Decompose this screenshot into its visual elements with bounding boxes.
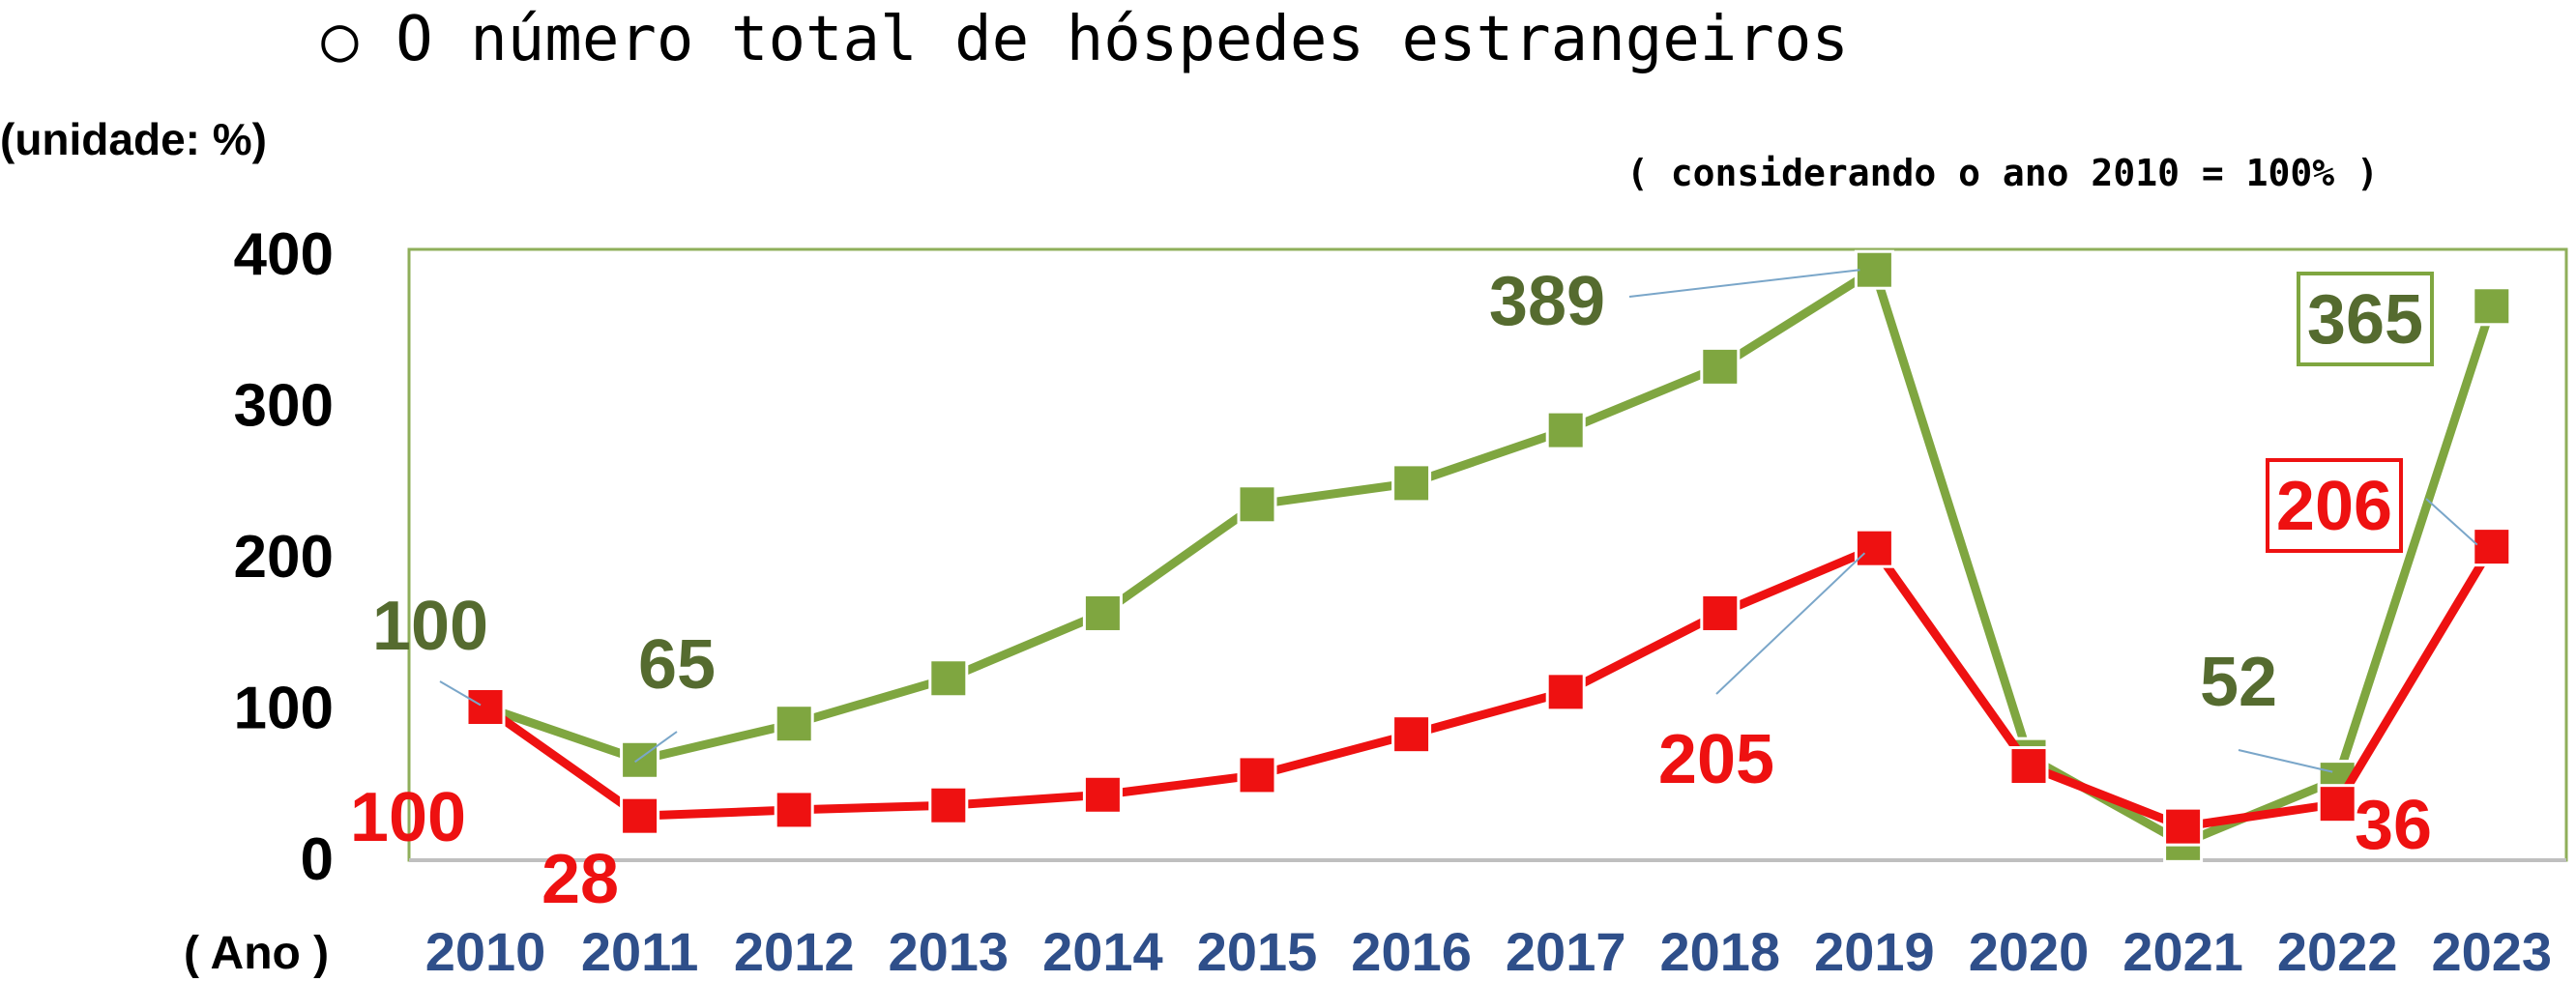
data-label: 206 (2276, 468, 2392, 545)
data-point-marker (1854, 249, 1894, 290)
data-label: 52 (2200, 644, 2277, 721)
data-point-marker (465, 687, 506, 727)
y-tick-label: 0 (301, 826, 334, 893)
label-leader-line (439, 680, 482, 707)
data-label: 100 (350, 779, 466, 856)
data-point-marker (1700, 346, 1741, 387)
data-point-marker (1545, 672, 1586, 712)
data-point-marker (1391, 714, 1432, 755)
series-line (483, 265, 2497, 848)
data-point-marker (620, 795, 660, 836)
series-layer (465, 249, 2512, 863)
data-point-marker (2163, 806, 2204, 847)
data-label: 65 (638, 626, 716, 704)
x-tick-label: 2023 (2432, 921, 2553, 982)
y-tick-label: 400 (234, 221, 334, 288)
data-label: 365 (2307, 281, 2423, 359)
data-point-marker (2472, 527, 2512, 567)
data-point-marker (2008, 746, 2049, 787)
data-point-marker (928, 658, 969, 699)
x-axis-label: ( Ano ) (184, 928, 329, 979)
x-tick-label: 2017 (1506, 921, 1626, 982)
data-point-marker (1082, 592, 1123, 633)
chart-title: ○ O número total de hóspedes estrangeiro… (321, 4, 1849, 75)
label-leader-line (1628, 269, 1860, 298)
chart-unit-label: (unidade: %) (0, 114, 267, 164)
x-tick-labels: 2010 2011 2012 2013 2014 2015 2016 2017 2018 2019… (425, 921, 2552, 982)
data-point-marker (1237, 755, 1277, 795)
data-label: 205 (1658, 721, 1774, 798)
series-series_red (465, 527, 2512, 847)
label-leader-line (634, 731, 678, 764)
x-tick-label: 2014 (1042, 921, 1163, 982)
data-label: 28 (542, 841, 619, 918)
data-label-box (2297, 272, 2434, 366)
data-point-marker (928, 785, 969, 825)
series-series_green (465, 249, 2512, 863)
series-line (483, 543, 2496, 831)
data-point-marker (1700, 592, 1741, 633)
data-point-marker (1237, 484, 1277, 525)
x-tick-label: 2021 (2122, 921, 2243, 982)
x-tick-label: 2013 (889, 921, 1010, 982)
data-label: 389 (1489, 263, 1605, 340)
data-point-marker (774, 790, 814, 830)
x-tick-label: 2015 (1197, 921, 1318, 982)
label-leader-line (2238, 749, 2333, 773)
data-label: 36 (2355, 787, 2432, 864)
label-leader-line (1715, 552, 1866, 695)
data-point-marker (1854, 528, 1894, 568)
x-tick-label: 2020 (1969, 921, 2090, 982)
y-tick-labels: 0 100 200 300 400 (234, 221, 334, 893)
data-point-marker (2317, 784, 2357, 824)
x-tick-label: 2012 (734, 921, 855, 982)
data-point-marker (1082, 774, 1123, 815)
data-point-marker (1391, 463, 1432, 504)
data-label: 100 (372, 588, 488, 665)
plot-frame (407, 247, 2568, 862)
y-tick-label: 200 (234, 524, 334, 591)
y-tick-label: 300 (234, 373, 334, 440)
x-tick-label: 2011 (581, 921, 699, 982)
y-tick-label: 100 (234, 676, 334, 742)
data-point-marker (774, 704, 814, 744)
x-tick-label: 2019 (1814, 921, 1935, 982)
data-label-layer: 100 65 389 52 365 100 28 205 36 206 (350, 263, 2478, 918)
x-tick-label: 2018 (1660, 921, 1781, 982)
x-tick-label: 2016 (1351, 921, 1472, 982)
chart-subtitle: ( considerando o ano 2010 = 100% ) (1626, 152, 2379, 194)
x-tick-label: 2010 (425, 921, 546, 982)
data-point-marker (1545, 410, 1586, 450)
label-leader-line (2425, 498, 2478, 546)
data-label-box (2266, 458, 2403, 553)
x-tick-label: 2022 (2277, 921, 2398, 982)
data-point-marker (2472, 286, 2512, 327)
data-point-marker (620, 739, 660, 780)
